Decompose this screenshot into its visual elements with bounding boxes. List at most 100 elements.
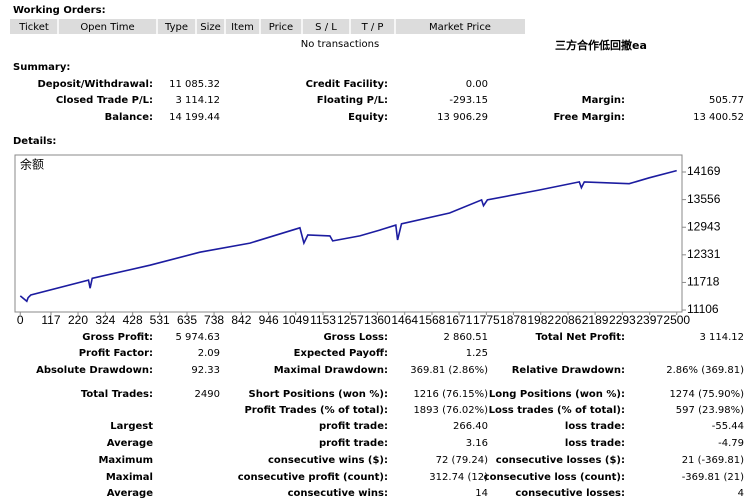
field-label: Maximal Drawdown: [274, 365, 388, 376]
field-value: 11 085.32 [169, 79, 220, 90]
field-value: 0.00 [466, 79, 488, 90]
column-header: Ticket [18, 22, 49, 33]
field-label: Average [107, 438, 154, 449]
field-value: 505.77 [709, 95, 744, 106]
field-label: consecutive wins: [288, 488, 388, 499]
x-tick-label: 2189 [582, 313, 609, 327]
x-tick-label: 531 [150, 313, 170, 327]
field-value: 2.09 [198, 348, 220, 359]
field-value: 3.16 [466, 438, 488, 449]
section-heading: Working Orders: [13, 5, 106, 16]
field-label: Deposit/Withdrawal: [37, 79, 153, 90]
field-label: Short Positions (won %): [249, 389, 388, 400]
field-value: 2490 [195, 389, 220, 400]
field-label: consecutive loss (count): [484, 472, 625, 483]
field-label: Total Trades: [81, 389, 153, 400]
field-value: 4 [738, 488, 744, 499]
legend-label: 余额 [20, 157, 44, 172]
x-tick-label: 1878 [500, 313, 527, 327]
plot-area [14, 154, 683, 313]
field-label: Largest [110, 421, 153, 432]
field-label: consecutive profit (count): [238, 472, 388, 483]
field-label: Balance: [105, 112, 153, 123]
field-label: Floating P/L: [317, 95, 388, 106]
field-label: Closed Trade P/L: [56, 95, 153, 106]
field-label: loss trade: [565, 438, 625, 449]
field-label: profit trade: [319, 421, 388, 432]
field-value: -4.79 [718, 438, 744, 449]
x-tick-label: 2293 [609, 313, 636, 327]
x-tick-label: 117 [41, 313, 60, 327]
x-tick-label: 1049 [282, 313, 309, 327]
field-label: Gross Loss: [323, 332, 388, 343]
balance-line [19, 169, 677, 303]
field-value: -293.15 [449, 95, 488, 106]
note: 三方合作低回撤ea [555, 38, 647, 52]
column-header: Price [269, 22, 293, 33]
x-tick-label: 1360 [364, 313, 391, 327]
field-value: 1893 (76.02%) [413, 405, 488, 416]
x-tick-label: 1257 [337, 313, 364, 327]
column-header: Item [231, 22, 254, 33]
column-header: Open Time [80, 22, 134, 33]
column-header: T / P [361, 22, 384, 33]
section-heading: Summary: [13, 62, 70, 73]
x-tick-label: 324 [95, 313, 115, 327]
field-label: Profit Trades (% of total): [244, 405, 388, 416]
field-label: profit trade: [319, 438, 388, 449]
field-value: 597 (23.98%) [676, 405, 744, 416]
field-label: Long Positions (won %): [489, 389, 625, 400]
field-value: 13 400.52 [693, 112, 744, 123]
x-tick-label: 2397 [636, 313, 663, 327]
field-label: consecutive losses ($): [496, 455, 625, 466]
field-value: 266.40 [453, 421, 488, 432]
field-value: 1.25 [466, 348, 488, 359]
y-tick-label: 14169 [687, 164, 721, 178]
field-value: 21 (-369.81) [682, 455, 744, 466]
header-row [10, 19, 525, 34]
field-value: 369.81 (2.86%) [410, 365, 488, 376]
y-tick-label: 12943 [687, 219, 721, 233]
x-tick-label: 738 [204, 313, 224, 327]
field-value: 14 199.44 [169, 112, 220, 123]
field-label: Margin: [582, 95, 625, 106]
y-tick-label: 11718 [687, 275, 720, 289]
x-tick-label: 1671 [446, 313, 473, 327]
x-tick-label: 1153 [310, 313, 336, 327]
column-header: Market Price [429, 22, 491, 33]
x-tick-label: 220 [68, 313, 88, 327]
field-value: 1216 (76.15%) [413, 389, 488, 400]
x-tick-label: 2086 [555, 313, 582, 327]
field-value: 72 (79.24) [436, 455, 488, 466]
column-header: Type [164, 22, 188, 33]
y-tick-label: 11106 [687, 302, 719, 316]
field-label: Gross Profit: [82, 332, 153, 343]
field-value: 312.74 (12) [429, 472, 488, 483]
field-value: -55.44 [712, 421, 744, 432]
field-value: 2.86% (369.81) [666, 365, 744, 376]
field-value: 92.33 [191, 365, 220, 376]
field-label: loss trade: [565, 421, 625, 432]
field-label: Free Margin: [553, 112, 625, 123]
field-label: Maximal [106, 472, 153, 483]
field-value: 3 114.12 [175, 95, 220, 106]
field-label: Equity: [348, 112, 388, 123]
section-heading: Details: [13, 136, 56, 147]
field-label: Maximum [98, 455, 153, 466]
x-tick-label: 1982 [527, 313, 554, 327]
field-value: 2 860.51 [443, 332, 488, 343]
field-value: 1274 (75.90%) [669, 389, 744, 400]
field-label: Total Net Profit: [535, 332, 625, 343]
column-header: Size [200, 22, 221, 33]
field-label: Absolute Drawdown: [36, 365, 153, 376]
x-tick-label: 0 [17, 313, 24, 327]
field-value: 3 114.12 [699, 332, 744, 343]
x-tick-label: 1568 [419, 313, 446, 327]
field-label: consecutive losses: [515, 488, 625, 499]
x-tick-label: 2500 [663, 313, 690, 327]
field-label: Credit Facility: [306, 79, 388, 90]
x-tick-label: 842 [231, 313, 251, 327]
y-tick-label: 12331 [687, 247, 721, 261]
empty-message: No transactions [301, 39, 379, 50]
